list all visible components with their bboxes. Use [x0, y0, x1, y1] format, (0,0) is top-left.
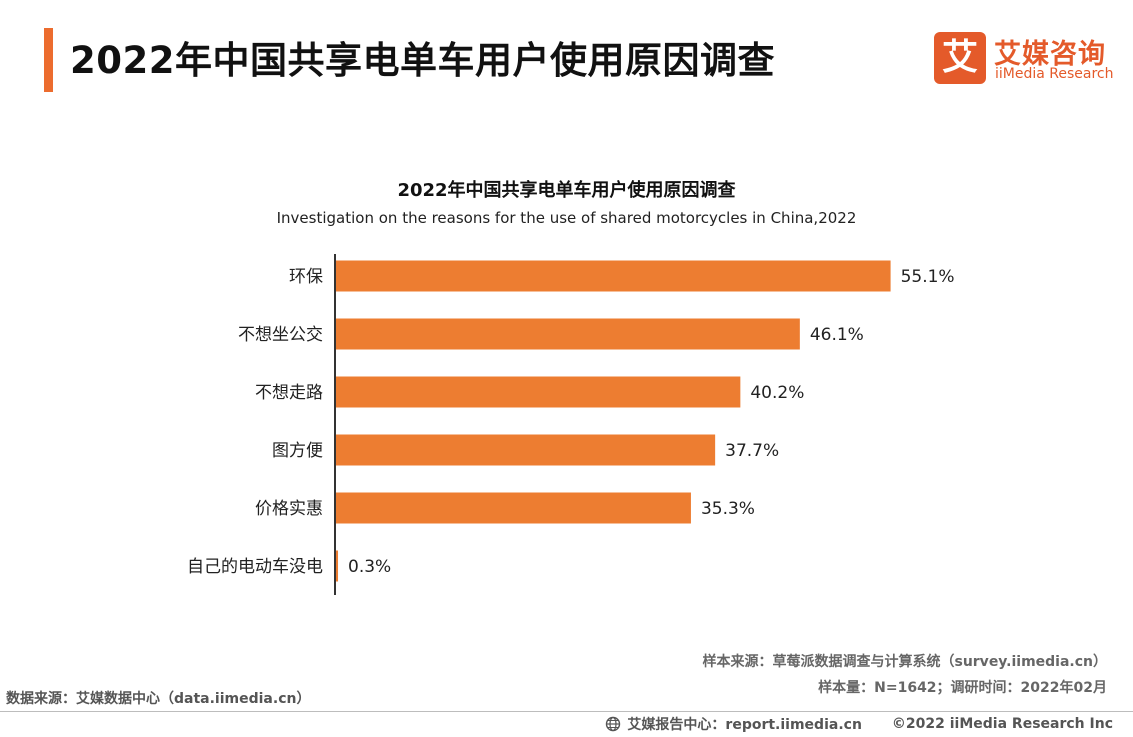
chart-subtitle: Investigation on the reasons for the use… — [276, 209, 857, 227]
globe-icon — [606, 716, 621, 732]
data-label: 46.1% — [810, 325, 864, 345]
category-label: 图方便 — [272, 441, 323, 461]
data-label: 35.3% — [701, 499, 755, 519]
sample-source: 样本来源：草莓派数据调查与计算系统（survey.iimedia.cn） — [702, 654, 1107, 670]
bar — [335, 318, 800, 350]
bar — [335, 434, 716, 466]
category-label: 自己的电动车没电 — [187, 557, 323, 577]
bar — [335, 376, 741, 408]
data-source: 数据来源：艾媒数据中心（data.iimedia.cn） — [6, 691, 311, 707]
category-label: 环保 — [289, 267, 323, 287]
logo-name-cn: 艾媒咨询 — [994, 39, 1106, 70]
data-label: 37.7% — [725, 441, 779, 461]
logo-mark-icon: 艾 — [934, 32, 986, 84]
data-label: 55.1% — [901, 267, 955, 287]
brand-logo: 艾 艾媒咨询 iiMedia Research — [934, 32, 1124, 88]
data-label: 40.2% — [750, 383, 804, 403]
footer: 艾媒报告中心：report.iimedia.cn ©2022 iiMedia R… — [605, 714, 1113, 734]
data-label: 0.3% — [348, 557, 391, 577]
bar — [335, 260, 891, 292]
chart-title: 2022年中国共享电单车用户使用原因调查 — [397, 180, 736, 201]
bar — [335, 550, 339, 582]
category-label: 不想坐公交 — [238, 325, 323, 345]
footer-report-center: 艾媒报告中心：report.iimedia.cn — [627, 717, 862, 733]
logo-name-en: iiMedia Research — [995, 66, 1114, 82]
bar — [335, 492, 691, 524]
footer-copyright: ©2022 iiMedia Research Inc — [891, 716, 1113, 732]
page-title: 2022年中国共享电单车用户使用原因调查 — [70, 39, 775, 82]
category-label: 价格实惠 — [255, 499, 323, 519]
bar-chart: 环保 55.1% 不想坐公交 46.1% 不想走路 40.2% 图方便 37.7% 价格实惠 35… — [187, 254, 955, 595]
category-label: 不想走路 — [255, 383, 323, 403]
sample-info: 样本量：N=1642；调研时间：2022年02月 — [818, 680, 1107, 696]
footer-divider — [0, 711, 1133, 712]
title-accent-bar — [44, 28, 53, 92]
